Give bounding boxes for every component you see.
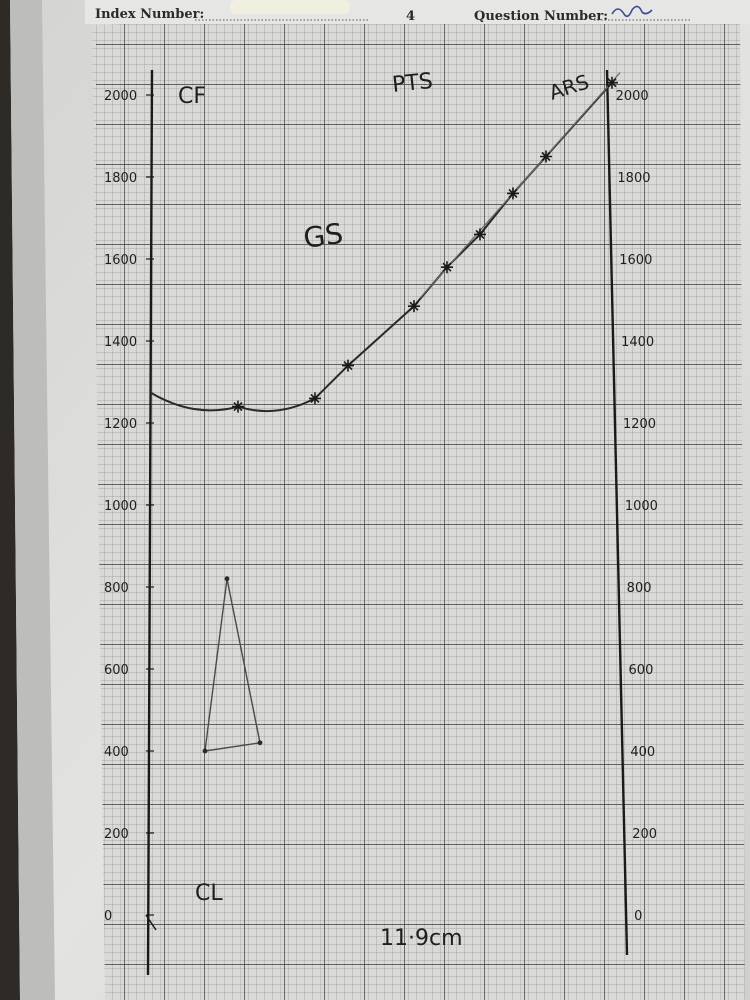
annotation-cl: CL xyxy=(195,881,223,906)
left-tick-label: 2000 xyxy=(104,89,137,104)
right-tick-label: 200 xyxy=(632,827,657,842)
data-point-star xyxy=(441,261,453,274)
right-tick-label: 1400 xyxy=(621,335,654,350)
data-point-star xyxy=(606,76,618,89)
left-tick-label: 1000 xyxy=(104,499,137,514)
upper-guide-line xyxy=(419,72,621,299)
right-tick-label: 1000 xyxy=(625,499,658,514)
page-number: 4 xyxy=(406,9,415,24)
right-tick-label: 0 xyxy=(634,909,642,924)
right-tick-label: 1600 xyxy=(619,253,652,268)
data-point-star xyxy=(507,187,519,200)
triangle-vertex xyxy=(224,576,230,582)
right-tick-label: 400 xyxy=(630,745,655,760)
left-tick-label: 200 xyxy=(104,827,129,842)
grid-area xyxy=(92,5,745,1000)
right-tick-label: 1800 xyxy=(617,171,650,186)
annotation-cf: CF xyxy=(178,84,206,109)
right-tick-label: 1200 xyxy=(623,417,656,432)
data-point-star xyxy=(342,359,354,372)
data-point-star xyxy=(232,400,244,413)
right-tick-label: 600 xyxy=(629,663,654,678)
annotation-gs: GS xyxy=(301,217,345,255)
question-number-scribble xyxy=(611,5,653,18)
left-tick-label: 1200 xyxy=(104,417,137,432)
right-tick-label: 2000 xyxy=(616,89,649,104)
data-point-star xyxy=(408,300,420,313)
left-tick-label: 400 xyxy=(104,745,129,760)
annotation-length: 11·9cm xyxy=(380,926,463,951)
left-tick-label: 1400 xyxy=(104,335,137,350)
paper-fold-shadow xyxy=(10,0,55,1000)
annotation-pts: PTS xyxy=(391,69,434,98)
hand-drawn-graph: 2000180016001400120010008006004002000200… xyxy=(104,69,658,976)
left-tick-label: 1600 xyxy=(104,253,137,268)
index-number-label: Index Number: xyxy=(95,7,204,22)
right-tick-label: 800 xyxy=(627,581,652,596)
header-strip: Index Number: 4 Question Number: xyxy=(85,0,750,24)
left-axis-line xyxy=(146,69,154,976)
left-tick-label: 600 xyxy=(104,663,129,678)
triangle-vertex xyxy=(202,748,208,754)
origin-tick xyxy=(145,914,157,931)
triangle-vertex xyxy=(257,740,263,746)
left-tick-label: 1800 xyxy=(104,171,137,186)
data-point-star xyxy=(540,150,552,163)
data-point-star xyxy=(309,392,321,405)
question-number-label: Question Number: xyxy=(474,9,608,24)
right-axis-line xyxy=(605,69,629,956)
gs-curve-line xyxy=(149,82,613,413)
left-tick-label: 800 xyxy=(104,581,129,596)
triangle-sketch xyxy=(204,578,261,752)
left-tick-label: 0 xyxy=(104,909,112,924)
data-point-star xyxy=(474,228,486,241)
